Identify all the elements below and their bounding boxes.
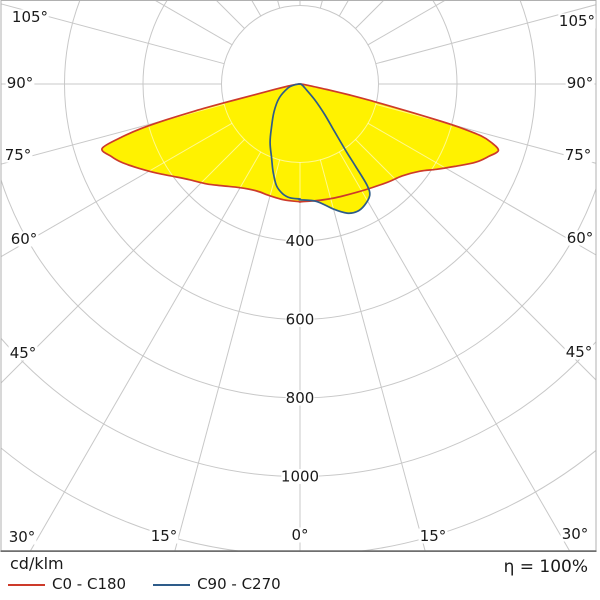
ring-label: 400 <box>286 232 315 250</box>
angle-label-bottom: 15° <box>151 527 178 545</box>
grid-radial <box>338 151 499 214</box>
grid-radial <box>319 159 499 214</box>
angle-label-left: 105° <box>12 8 48 26</box>
units-label: cd/klm <box>10 554 64 573</box>
angle-label-left-bg <box>11 9 49 25</box>
angle-label-right-bg <box>564 344 594 360</box>
grid-radial <box>376 0 600 64</box>
ring-label-bg <box>285 390 315 406</box>
grid-radial <box>367 122 596 256</box>
angle-label-left: 30° <box>9 528 36 546</box>
angle-label-right: 45° <box>566 343 593 361</box>
grid-radial <box>1 139 245 384</box>
angle-label-right: 90° <box>567 74 594 92</box>
grid-radial <box>1 3 225 65</box>
angle-label-right-bg <box>565 75 595 91</box>
grid-radial <box>319 159 426 552</box>
angle-label-left: 45° <box>10 344 37 362</box>
angle-label-left-bg <box>7 529 37 545</box>
angle-label-right: 30° <box>562 525 589 543</box>
legend-label-c0-c180: C0 - C180 <box>52 575 127 593</box>
ring-label-bg <box>281 469 319 484</box>
grid-radial <box>338 151 571 552</box>
legend-label-c90-c270: C90 - C270 <box>197 575 281 593</box>
grid-radial <box>355 139 596 381</box>
angle-label-left-bg <box>5 75 35 91</box>
angle-label-right: 105° <box>559 12 595 30</box>
ring-label: 800 <box>286 389 315 407</box>
angle-label-bottom-bg <box>289 527 311 543</box>
legend-swatch-c0-c180 <box>8 583 45 586</box>
angle-label-right-bg <box>558 13 596 29</box>
angle-label-left-bg <box>9 231 39 247</box>
legend: C0 - C180 C90 - C270 <box>8 577 308 592</box>
angle-label-right: 75° <box>565 146 592 164</box>
c90-c270-curve <box>269 83 371 215</box>
polar-chart-canvas: 400 600 800 1000 105° 90° 75° 60° 45° 30° 105° 90° 7… <box>0 0 600 552</box>
efficiency-label: η = 100% <box>503 557 588 577</box>
grid-radial <box>375 4 596 65</box>
angle-label-right: 60° <box>567 229 594 247</box>
angle-label-right-bg <box>563 147 593 163</box>
legend-swatch-c90-c270 <box>153 583 191 586</box>
angle-label-bottom-bg <box>418 528 448 544</box>
grid-radial <box>1 103 225 165</box>
grid-radial <box>101 151 262 214</box>
ring-label-bg <box>285 312 315 327</box>
angle-label-left: 60° <box>11 230 38 248</box>
grid-radial <box>29 151 262 552</box>
grid-radial <box>276 0 281 9</box>
angle-label-left-bg <box>3 147 33 163</box>
legend-footer: cd/klm η = 100% C0 - C180 C90 - C270 <box>0 552 600 600</box>
angle-label-bottom: 0° <box>291 526 308 544</box>
grid-radial <box>1 122 233 258</box>
angle-label-left-bg <box>8 345 38 361</box>
grid-radial <box>93 0 280 8</box>
ring-label: 600 <box>286 311 315 329</box>
grid-radial <box>367 122 499 214</box>
grid-radial <box>355 139 499 214</box>
angle-label-left: 75° <box>5 146 32 164</box>
angle-label-bottom-bg <box>149 528 179 544</box>
ring-label: 1000 <box>281 468 319 486</box>
grid-radial <box>174 159 281 552</box>
angle-label-right-bg <box>565 230 595 246</box>
grid-radial <box>101 159 281 214</box>
grid-radial <box>375 103 596 164</box>
angle-label-bottom: 15° <box>420 527 447 545</box>
angle-label-left: 90° <box>7 74 34 92</box>
intensity-fill-c90-c270 <box>270 83 370 214</box>
ring-label-bg <box>285 233 315 249</box>
angle-label-right-bg <box>560 526 590 542</box>
